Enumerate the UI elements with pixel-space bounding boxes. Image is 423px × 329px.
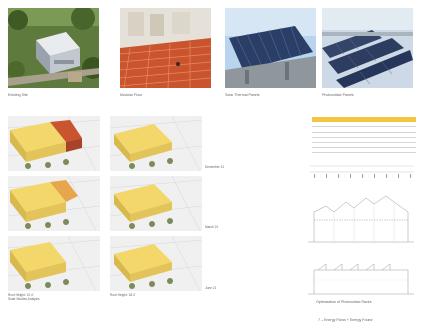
table-row [312, 127, 416, 133]
photovoltaic-panels-image [322, 8, 413, 88]
label-solar-studies: Solar Studies Analysis [8, 297, 40, 301]
label-march: March 21 [205, 225, 219, 229]
table-row [312, 148, 416, 154]
caption-existing-site: Existing Site [8, 93, 28, 97]
solar-study-left-june [8, 236, 100, 291]
energy-table [312, 117, 416, 154]
caption-modular-floor: Modular Floor [120, 93, 143, 97]
solar-thermal-panels-image [225, 8, 316, 88]
section-diagram-upper [308, 195, 414, 243]
page-footer: 7 – Energy Flows + Energy Found [318, 318, 373, 322]
label-december: December 21 [205, 165, 225, 169]
existing-site-aerial-image [8, 8, 99, 88]
table-row [312, 122, 416, 128]
table-row [312, 143, 416, 149]
caption-solar-thermal: Solar Thermal Panels [225, 93, 260, 97]
photo-photovoltaic [322, 8, 413, 88]
label-roof-height-right: Roof Height: 18.4' [110, 293, 136, 297]
solar-study-right-december [110, 116, 202, 171]
solar-study-left-december [8, 116, 100, 171]
photo-existing-site [8, 8, 99, 88]
solar-study-left-march [8, 176, 100, 231]
solar-study-right-march [110, 176, 202, 231]
label-roof-height-left: Roof Height: 12.4' [8, 293, 34, 297]
table-header-row [312, 117, 416, 123]
caption-photovoltaic: Photovoltaic Panels [322, 93, 354, 97]
table-row [312, 138, 416, 143]
modular-floor-image [120, 8, 211, 88]
section-diagram-lower [308, 263, 414, 295]
angle-data-strip [310, 165, 414, 178]
solar-study-right-june [110, 236, 202, 291]
section-label: Optimization of Photovoltaic Racks [316, 300, 372, 304]
table-row [312, 133, 416, 138]
photo-modular-floor [120, 8, 211, 88]
label-june: June 21 [205, 286, 217, 290]
photo-solar-thermal [225, 8, 316, 88]
